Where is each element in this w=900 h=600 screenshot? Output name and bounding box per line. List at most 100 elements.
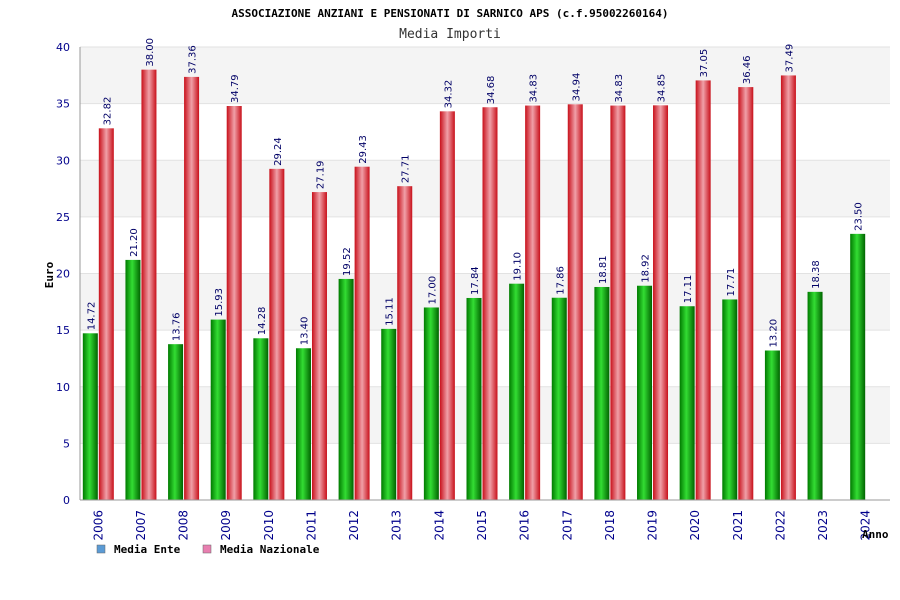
- bar-media-nazionale: [226, 106, 242, 501]
- bar-media-ente: [210, 319, 226, 500]
- bar-media-ente: [466, 297, 482, 500]
- bar-media-nazionale: [567, 104, 583, 500]
- data-label-media-nazionale: 37.49: [784, 44, 795, 73]
- data-label-media-ente: 13.20: [768, 319, 779, 348]
- bar-media-ente: [168, 344, 184, 500]
- x-tick-label: 2013: [390, 510, 404, 541]
- data-label-media-nazionale: 38.00: [145, 38, 156, 67]
- data-label-media-ente: 15.11: [385, 297, 396, 326]
- data-label-media-nazionale: 27.71: [401, 155, 412, 184]
- bar-media-nazionale: [525, 105, 541, 501]
- bar-media-nazionale: [738, 87, 754, 500]
- x-tick-label: 2011: [304, 510, 318, 541]
- bar-media-ente: [850, 233, 866, 501]
- data-labels-group: 14.72 32.82 21.20 38.00 13.76 37.36 15.93 34.79…: [86, 38, 864, 348]
- data-label-media-nazionale: 34.85: [657, 74, 668, 103]
- data-label-media-ente: 19.10: [513, 252, 524, 281]
- legend-label-media-nazionale: Media Nazionale: [220, 543, 320, 556]
- data-label-media-ente: 17.11: [683, 275, 694, 304]
- data-label-media-ente: 17.84: [470, 266, 481, 295]
- y-tick-label: 5: [63, 437, 70, 450]
- bar-media-nazionale: [354, 166, 370, 500]
- x-tick-label: 2018: [603, 510, 617, 541]
- data-label-media-nazionale: 29.24: [273, 137, 284, 166]
- data-label-media-nazionale: 37.36: [188, 45, 199, 74]
- grid-band: [80, 47, 890, 104]
- bar-media-nazionale: [269, 168, 285, 500]
- x-tick-label: 2017: [560, 510, 574, 541]
- data-label-media-nazionale: 34.79: [230, 74, 241, 103]
- x-axis-ticks: 2006 2007 2008 2009 2010 2011 2012 2013 2014 2015…: [91, 510, 872, 541]
- data-label-media-nazionale: 34.32: [443, 80, 454, 109]
- x-tick-label: 2009: [219, 510, 233, 541]
- x-axis-label: Anno: [862, 528, 889, 541]
- data-label-media-ente: 17.00: [427, 276, 438, 305]
- x-tick-label: 2019: [646, 510, 660, 541]
- data-label-media-nazionale: 34.68: [486, 76, 497, 105]
- x-tick-label: 2012: [347, 510, 361, 541]
- bar-media-nazionale: [482, 107, 498, 501]
- data-label-media-ente: 15.93: [214, 288, 225, 317]
- data-label-media-ente: 18.92: [641, 254, 652, 283]
- y-tick-label: 0: [63, 494, 70, 507]
- data-label-media-nazionale: 32.82: [102, 97, 113, 126]
- bar-media-nazionale: [98, 128, 114, 500]
- bar-media-ente: [253, 338, 269, 500]
- legend-label-media-ente: Media Ente: [114, 543, 181, 556]
- bars-group: [82, 69, 866, 501]
- data-label-media-ente: 21.20: [129, 228, 140, 257]
- y-axis-ticks: 0 5 10 15 20 25 30 35 40: [56, 41, 70, 507]
- y-tick-label: 35: [56, 98, 70, 111]
- x-tick-label: 2015: [475, 510, 489, 541]
- bar-media-nazionale: [397, 186, 413, 500]
- data-label-media-nazionale: 34.83: [529, 74, 540, 103]
- x-tick-label: 2021: [731, 510, 745, 541]
- chart-subtitle: Media Importi: [399, 27, 501, 42]
- legend-swatch-media-ente: [96, 544, 106, 554]
- y-tick-label: 20: [56, 268, 70, 281]
- x-tick-label: 2014: [432, 510, 446, 541]
- data-label-media-ente: 17.71: [726, 268, 737, 297]
- data-label-media-ente: 18.81: [598, 255, 609, 284]
- bar-media-nazionale: [141, 69, 157, 501]
- bar-media-ente: [764, 350, 780, 500]
- data-label-media-nazionale: 34.94: [571, 73, 582, 102]
- bar-media-nazionale: [184, 76, 200, 500]
- y-tick-label: 15: [56, 324, 70, 337]
- bar-media-ente: [637, 285, 653, 500]
- bar-media-ente: [295, 348, 311, 500]
- bar-media-ente: [125, 259, 141, 500]
- bar-media-ente: [594, 286, 610, 500]
- data-label-media-ente: 13.76: [172, 313, 183, 342]
- data-label-media-nazionale: 27.19: [315, 160, 326, 189]
- legend: Media Ente Media Nazionale: [96, 543, 320, 556]
- x-tick-label: 2007: [134, 510, 148, 541]
- bar-media-nazionale: [780, 75, 796, 500]
- x-tick-label: 2022: [773, 510, 787, 541]
- x-tick-label: 2020: [688, 510, 702, 541]
- data-label-media-ente: 13.40: [299, 317, 310, 346]
- y-axis-label: Euro: [43, 261, 56, 288]
- data-label-media-ente: 18.38: [811, 260, 822, 289]
- data-label-media-ente: 17.86: [555, 266, 566, 295]
- data-label-media-nazionale: 29.43: [358, 135, 369, 164]
- data-label-media-ente: 19.52: [342, 247, 353, 276]
- bar-media-ente: [338, 278, 354, 500]
- data-label-media-ente: 14.72: [86, 302, 97, 331]
- x-tick-label: 2010: [262, 510, 276, 541]
- bar-media-nazionale: [439, 111, 455, 501]
- y-tick-label: 25: [56, 211, 70, 224]
- x-tick-label: 2016: [518, 510, 532, 541]
- data-label-media-ente: 14.28: [257, 307, 268, 336]
- bar-media-ente: [423, 307, 439, 500]
- y-tick-label: 40: [56, 41, 70, 54]
- data-label-media-ente: 23.50: [854, 202, 865, 231]
- bar-media-ente: [509, 283, 525, 500]
- bar-media-nazionale: [653, 105, 669, 500]
- y-tick-label: 10: [56, 381, 70, 394]
- chart-title: ASSOCIAZIONE ANZIANI E PENSIONATI DI SAR…: [231, 7, 668, 20]
- x-tick-label: 2023: [816, 510, 830, 541]
- bar-media-ente: [679, 306, 695, 500]
- data-label-media-nazionale: 36.46: [742, 55, 753, 84]
